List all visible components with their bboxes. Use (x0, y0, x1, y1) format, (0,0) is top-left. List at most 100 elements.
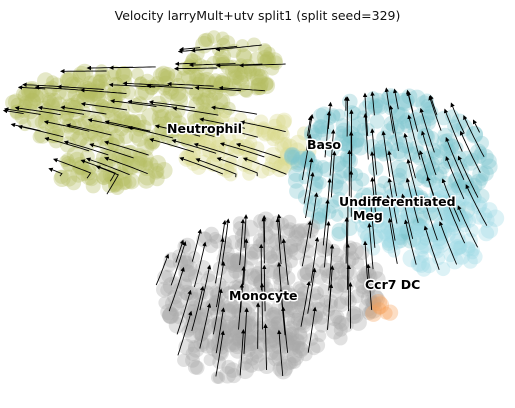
cell-point (355, 209, 370, 223)
velocity-streamline (443, 108, 463, 152)
cell-point (265, 61, 280, 76)
cell-point (382, 238, 395, 251)
cell-point (229, 70, 244, 86)
cell-point (332, 315, 347, 330)
velocity-streamline (419, 107, 435, 153)
velocity-streamline (52, 158, 92, 179)
cell-point (338, 204, 353, 219)
cell-point (260, 77, 274, 92)
velocity-streamline (301, 133, 312, 180)
cell-point (223, 252, 242, 271)
cell-point (379, 306, 393, 320)
velocity-streamline (215, 44, 262, 52)
cell-point (34, 115, 48, 129)
cell-point (312, 269, 328, 285)
cluster-label-undifferentiated: Undifferentiated (339, 194, 456, 209)
cell-point (313, 211, 326, 224)
velocity-streamline (275, 217, 282, 265)
cell-point (24, 92, 41, 109)
cell-point (283, 222, 298, 237)
cell-point (160, 130, 175, 145)
cell-point (246, 270, 263, 287)
cell-point (165, 295, 182, 313)
cell-point (171, 77, 186, 93)
cell-point (333, 169, 348, 185)
cell-point (149, 171, 165, 187)
cell-point (190, 360, 205, 375)
cell-point (202, 125, 215, 139)
cell-point (118, 129, 134, 145)
cell-point (450, 141, 464, 155)
cell-point (397, 188, 414, 205)
cell-point (254, 69, 269, 84)
cell-point (228, 336, 247, 355)
cell-point (227, 319, 241, 333)
cell-point (221, 295, 238, 312)
cell-point (432, 166, 448, 182)
cell-point (465, 223, 479, 238)
cell-point (486, 209, 505, 227)
cell-point (222, 285, 237, 300)
cell-point (266, 132, 281, 147)
velocity-streamline (104, 140, 149, 156)
cell-point (249, 347, 265, 363)
cell-point (285, 155, 300, 170)
cell-point (280, 224, 296, 239)
cell-point (284, 332, 297, 346)
cell-point (236, 319, 253, 336)
cell-point (61, 70, 80, 89)
cell-point (188, 69, 205, 86)
cell-point (200, 318, 217, 335)
cell-point (185, 353, 200, 368)
cell-point (334, 315, 350, 332)
cell-point (218, 366, 237, 384)
cell-point (366, 296, 382, 312)
cell-point (236, 49, 253, 66)
cell-point (122, 156, 140, 174)
cell-point (138, 168, 156, 186)
cell-point (451, 179, 468, 196)
cell-point (98, 170, 111, 183)
velocity-streamline (37, 105, 85, 115)
cell-point (314, 119, 329, 135)
cell-point (353, 273, 371, 291)
cell-point (390, 105, 406, 121)
cell-point (467, 248, 483, 265)
cell-point (190, 71, 203, 84)
cell-point (429, 192, 444, 207)
cell-point (411, 218, 428, 234)
cell-point (407, 191, 426, 210)
cell-point (193, 325, 209, 342)
cell-point (45, 96, 60, 112)
cell-point (445, 208, 463, 226)
cell-point (338, 317, 354, 333)
cell-point (169, 276, 183, 290)
cell-point (7, 93, 25, 111)
cell-point (196, 231, 213, 248)
cell-point (209, 231, 222, 244)
cell-point (147, 162, 165, 180)
cell-point (363, 305, 377, 319)
cell-point (244, 136, 258, 150)
cell-point (264, 345, 279, 361)
cell-point (249, 345, 264, 360)
cell-point (443, 144, 456, 157)
cell-point (243, 334, 258, 349)
cell-point (80, 168, 98, 186)
cell-point (429, 149, 446, 166)
cell-point (319, 262, 333, 276)
cell-point (243, 268, 261, 285)
cell-point (453, 240, 468, 255)
cell-point (116, 111, 132, 126)
cell-point (471, 196, 488, 213)
cell-point (21, 85, 37, 102)
cell-point (114, 121, 130, 137)
velocity-streamline (215, 330, 225, 377)
cell-point (64, 124, 80, 141)
velocity-streamline (322, 199, 330, 246)
cell-point (192, 72, 205, 86)
cell-point (293, 226, 306, 239)
cell-point (170, 86, 189, 104)
cell-point (246, 37, 262, 52)
velocity-streamline (148, 100, 196, 109)
